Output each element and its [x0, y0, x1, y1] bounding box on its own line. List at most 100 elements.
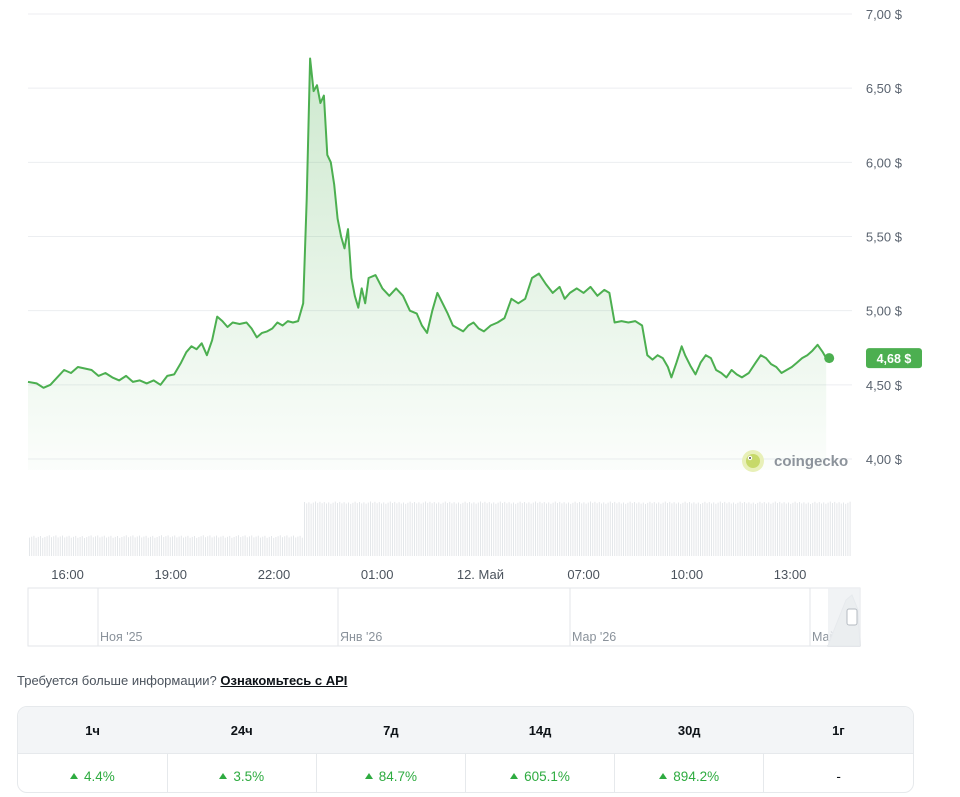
navigator-handle[interactable]	[846, 608, 858, 626]
volume-bar	[310, 503, 312, 556]
volume-bar	[689, 502, 690, 556]
volume-bar	[816, 503, 818, 556]
arrow-up-icon	[69, 772, 78, 779]
volume-bar	[671, 503, 673, 556]
volume-bar	[524, 502, 525, 556]
volume-bar	[458, 502, 459, 556]
navigator-tick-label: Мар '26	[572, 630, 616, 644]
perf-value: 3.5%	[233, 768, 265, 784]
perf-value: 605.1%	[524, 768, 570, 784]
volume-bar	[132, 535, 134, 556]
volume-bar	[834, 501, 836, 556]
volume-bar	[187, 535, 189, 556]
volume-bar	[216, 535, 217, 556]
volume-bar	[88, 536, 90, 556]
volume-bar	[713, 502, 715, 556]
volume-bar	[425, 501, 426, 556]
volume-bar	[385, 503, 387, 556]
volume-bar	[480, 501, 481, 556]
volume-bar	[106, 537, 107, 556]
volume-bar	[634, 502, 635, 556]
volume-bar	[686, 503, 688, 556]
perf-value: 4.4%	[83, 768, 115, 784]
volume-bar	[183, 537, 184, 556]
volume-bar	[618, 502, 620, 556]
volume-bar	[220, 536, 222, 556]
volume-bar	[156, 537, 158, 556]
volume-bar	[394, 501, 396, 556]
perf-header-24h: 24ч	[167, 707, 317, 754]
price-chart[interactable]: 7,00 $ 6,50 $ 6,00 $ 5,50 $ 5,00 $ 4,50 $ 4,00…	[0, 0, 960, 665]
volume-bar	[110, 535, 112, 556]
volume-bar	[682, 502, 684, 556]
volume-bar	[513, 502, 514, 556]
volume-bar	[667, 503, 668, 556]
volume-bar	[746, 503, 748, 556]
volume-bar	[139, 535, 140, 556]
volume-bar	[242, 536, 244, 556]
volume-bar	[75, 535, 77, 556]
volume-bar	[466, 503, 468, 556]
volume-bar	[174, 535, 176, 556]
volume-bar	[431, 503, 433, 556]
volume-bar	[607, 502, 609, 556]
perf-header-14d: 14д	[465, 707, 615, 754]
volume-bar	[691, 503, 693, 556]
volume-bar	[57, 537, 59, 556]
volume-bar	[31, 536, 33, 556]
volume-bar	[299, 535, 301, 556]
volume-bar	[491, 503, 492, 556]
volume-bar	[136, 536, 138, 556]
volume-bar	[603, 502, 605, 556]
volume-bar	[352, 502, 354, 556]
volume-bar	[794, 501, 796, 556]
volume-bar	[271, 536, 272, 556]
volume-bar	[306, 503, 308, 556]
volume-bar	[748, 502, 750, 556]
volume-bar	[205, 537, 206, 556]
volume-bar	[440, 503, 442, 556]
volume-bar	[730, 503, 732, 556]
volume-bar	[262, 536, 264, 556]
volume-bar	[196, 537, 198, 556]
volume-bar	[574, 501, 576, 556]
volume-bar	[532, 502, 534, 556]
volume-bar	[552, 502, 554, 556]
volume-bar	[167, 535, 169, 556]
api-link[interactable]: Ознакомьтесь с API	[220, 673, 348, 688]
volume-bar	[180, 535, 182, 556]
volume-bar	[449, 501, 451, 556]
volume-bar	[178, 536, 180, 556]
volume-bar	[442, 502, 444, 556]
y-tick-label: 6,00 $	[866, 155, 903, 170]
volume-bar	[315, 501, 316, 556]
volume-bar	[169, 537, 171, 556]
volume-bar	[814, 501, 816, 556]
volume-bar	[359, 502, 360, 556]
x-tick-label: 22:00	[258, 567, 291, 582]
volume-bar	[79, 537, 81, 556]
volume-bar	[172, 536, 173, 556]
volume-bar	[227, 536, 228, 556]
x-tick-label: 01:00	[361, 567, 394, 582]
volume-bar	[293, 535, 294, 556]
x-tick-label: 07:00	[567, 567, 600, 582]
volume-bar	[570, 503, 572, 556]
volume-bar	[77, 537, 79, 556]
arrow-up-icon	[659, 772, 668, 779]
volume-bar	[312, 502, 314, 556]
volume-bar	[788, 502, 789, 556]
volume-bar	[70, 537, 72, 556]
volume-bar	[715, 503, 717, 556]
volume-bar	[240, 537, 242, 556]
volume-bar	[323, 502, 325, 556]
volume-bar	[783, 502, 785, 556]
volume-bar	[836, 503, 838, 556]
volume-bar	[779, 501, 781, 556]
volume-bar	[348, 502, 349, 556]
volume-bar	[636, 503, 638, 556]
volume-bar	[81, 536, 83, 556]
volume-bar	[370, 501, 371, 556]
volume-bar	[411, 503, 413, 556]
